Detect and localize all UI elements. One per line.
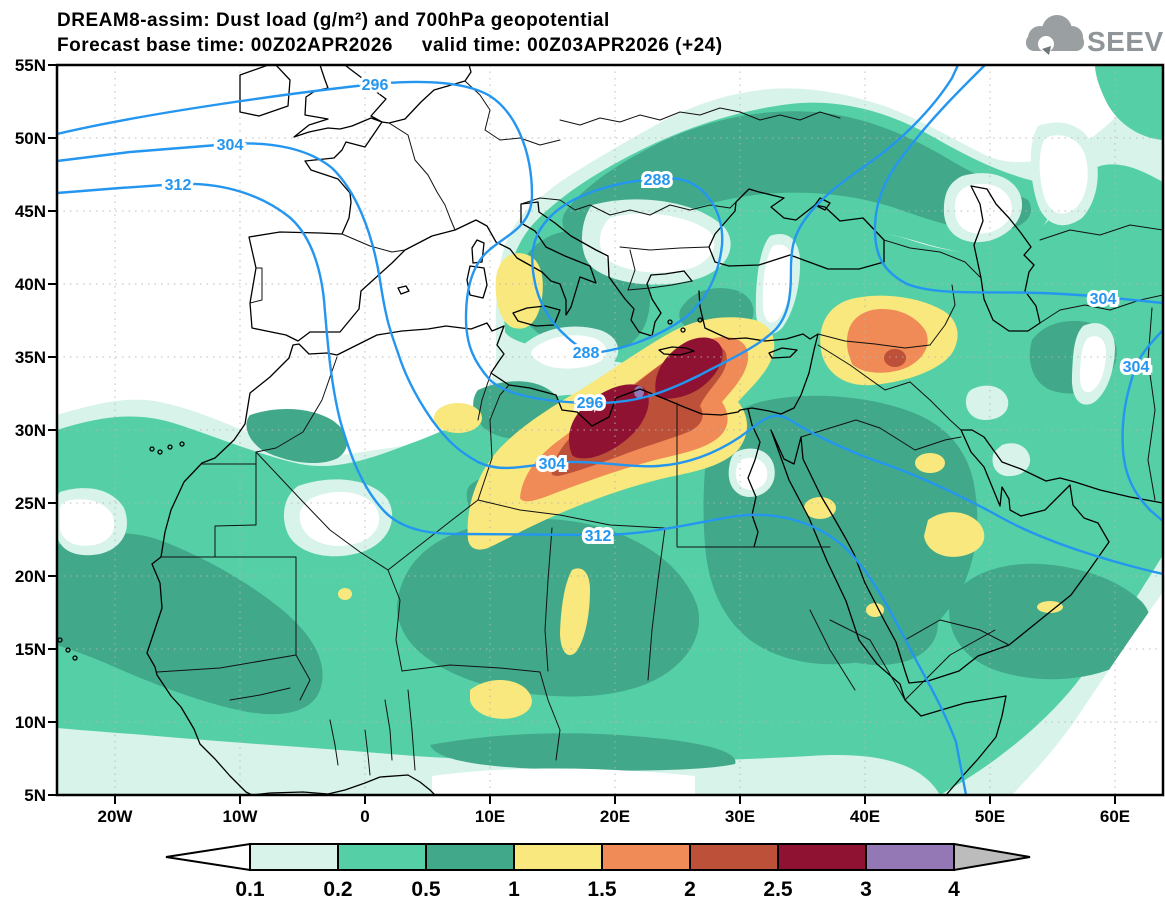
lon-label: 50E	[975, 807, 1005, 826]
cloud-icon	[1026, 15, 1084, 55]
contour-312-west	[57, 182, 968, 795]
dust-band-0p5-patches	[57, 111, 1151, 771]
lon-label: 0	[360, 807, 369, 826]
contour-label: 312	[585, 528, 612, 545]
legend-segment	[425, 843, 515, 871]
legend-segment	[689, 843, 779, 871]
lat-label: 30N	[15, 421, 46, 440]
legend-segment	[777, 843, 867, 871]
contour-label: 304	[217, 137, 244, 154]
legend-value: 2.5	[763, 878, 793, 901]
lat-label: 10N	[15, 713, 46, 732]
lat-label: 25N	[15, 494, 46, 513]
contour-labels: 296 304 312 288 288 296 304 312 304 304	[162, 74, 1153, 548]
contour-label: 296	[362, 77, 389, 94]
lon-label: 20E	[600, 807, 630, 826]
lon-label: 10W	[223, 807, 259, 826]
lat-label: 50N	[15, 129, 46, 148]
y-axis-labels: 55N 50N 45N 40N 35N 30N 25N 20N 15N 10N …	[15, 56, 46, 805]
legend-value: 0.1	[235, 878, 265, 901]
legend-segment	[601, 843, 691, 871]
legend-arrow-left	[165, 842, 251, 872]
graticule	[57, 65, 1163, 795]
legend-segment	[513, 843, 603, 871]
chart-title-line1: DREAM8-assim: Dust load (g/m²) and 700hP…	[57, 10, 610, 31]
legend-segment	[337, 843, 427, 871]
lon-label: 30E	[725, 807, 755, 826]
lat-label: 55N	[15, 56, 46, 75]
contour-304-east	[873, 65, 1163, 305]
lat-label: 40N	[15, 275, 46, 294]
legend-value: 4	[948, 878, 960, 901]
logo-text: SEEVCCC	[1087, 26, 1165, 57]
x-axis-labels: 20W 10W 0 10E 20E 30E 40E 50E 60E	[98, 807, 1131, 826]
legend-value: 1.5	[587, 878, 617, 901]
lat-label: 20N	[15, 567, 46, 586]
contour-label: 304	[539, 456, 566, 473]
contour-288-loop	[531, 177, 724, 354]
contour-296-west	[57, 65, 960, 405]
dust-band-0p2-necorner	[1095, 65, 1163, 140]
contour-label: 288	[573, 345, 600, 362]
lon-label: 40E	[850, 807, 880, 826]
dust-clear-gaps	[57, 122, 1163, 795]
coastlines	[57, 65, 1163, 795]
lat-label: 5N	[24, 786, 46, 805]
lat-label: 35N	[15, 348, 46, 367]
contour-label: 296	[577, 395, 604, 412]
legend-value: 3	[860, 878, 872, 901]
geopotential-contours	[57, 65, 1163, 795]
contour-304-west	[57, 142, 1163, 576]
lat-label: 15N	[15, 640, 46, 659]
colorbar-legend: 0.1 0.2 0.5 1 1.5 2 2.5 3 4	[165, 842, 1031, 901]
dust-band-3-speck	[634, 386, 644, 398]
contour-304-east2	[1121, 328, 1163, 523]
legend-value: 0.2	[323, 878, 352, 901]
legend-value: 2	[684, 878, 696, 901]
contour-label: 312	[165, 177, 192, 194]
lat-label: 45N	[15, 202, 46, 221]
lon-label: 60E	[1100, 807, 1130, 826]
lon-label: 20W	[98, 807, 134, 826]
legend-segment	[865, 843, 955, 871]
chart-title-line2: Forecast base time: 00Z02APR2026 valid t…	[57, 35, 723, 56]
axis-ticks	[48, 64, 1116, 804]
lon-label: 10E	[475, 807, 505, 826]
dust-fill-layer	[57, 65, 1163, 795]
seevccc-logo: SEEVCCC	[1026, 15, 1165, 57]
legend-segment	[249, 843, 339, 871]
contour-label: 288	[644, 172, 671, 189]
legend-arrow-right	[953, 842, 1031, 872]
legend-value: 0.5	[411, 878, 441, 901]
contour-label: 304	[1090, 291, 1117, 308]
contour-label: 304	[1123, 359, 1150, 376]
legend-value: 1	[508, 878, 520, 901]
